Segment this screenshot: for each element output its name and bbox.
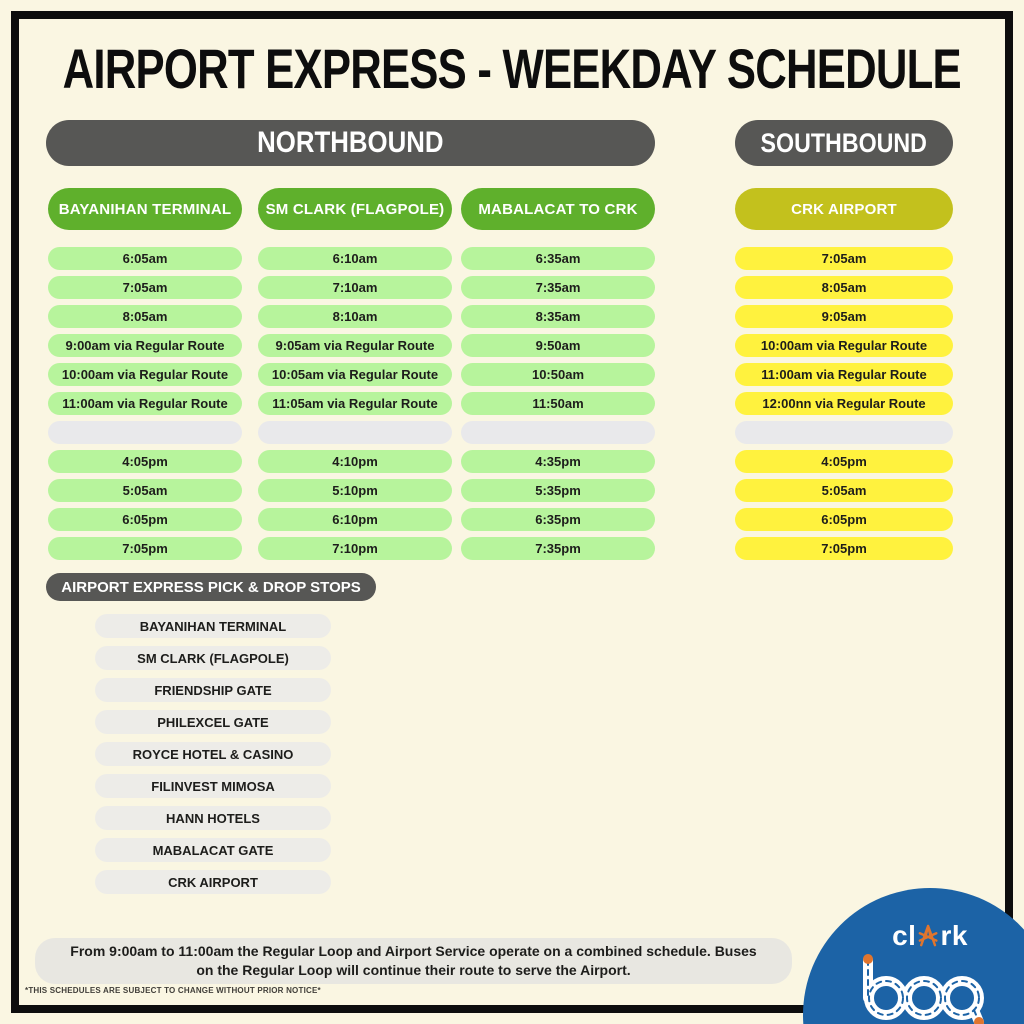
time-pill: 7:10pm (258, 537, 452, 560)
time-pill: 8:05am (48, 305, 242, 328)
column-header-crk-airport: CRK AIRPORT (735, 188, 953, 230)
logo-loop-graphic (863, 954, 984, 1024)
time-pill: 8:05am (735, 276, 953, 299)
time-pill: 7:05pm (48, 537, 242, 560)
time-pill: 5:05am (735, 479, 953, 502)
column-header-mabalacat-to-crk: MABALACAT TO CRK (461, 188, 655, 230)
column-header-label: MABALACAT TO CRK (478, 200, 638, 218)
time-pill: 10:00am via Regular Route (48, 363, 242, 386)
time-pill: 11:05am via Regular Route (258, 392, 452, 415)
stop-pill: PHILEXCEL GATE (95, 710, 331, 734)
time-pill: 8:35am (461, 305, 655, 328)
stop-pill: FILINVEST MIMOSA (95, 774, 331, 798)
column-header-label: CRK AIRPORT (791, 200, 897, 218)
empty-slot-pill (48, 421, 242, 444)
time-pill: 5:35pm (461, 479, 655, 502)
column-header-bayanihan-terminal: BAYANIHAN TERMINAL (48, 188, 242, 230)
stop-pill: MABALACAT GATE (95, 838, 331, 862)
times-column-mabalacat-to-crk: 6:35am 7:35am 8:35am 9:50am 10:50am 11:50am 4:… (461, 247, 655, 560)
route-end-dot (974, 1017, 984, 1024)
time-pill: 10:05am via Regular Route (258, 363, 452, 386)
southbound-label: SOUTHBOUND (760, 127, 928, 158)
empty-slot-pill (735, 421, 953, 444)
times-column-bayanihan-terminal: 6:05am 7:05am 8:05am 9:00am via Regular Rou… (48, 247, 242, 560)
combined-schedule-note: From 9:00am to 11:00am the Regular Loop … (35, 938, 792, 984)
time-pill: 7:10am (258, 276, 452, 299)
column-header-label: BAYANIHAN TERMINAL (58, 200, 232, 218)
time-pill: 7:05am (735, 247, 953, 270)
time-pill: 7:05pm (735, 537, 953, 560)
logo-brand-text: cl rk (892, 922, 968, 950)
time-pill: 10:50am (461, 363, 655, 386)
page-title-text: AIRPORT EXPRESS - WEEKDAY SCHEDULE (62, 36, 962, 100)
northbound-header: NORTHBOUND (46, 120, 655, 166)
southbound-header: SOUTHBOUND (735, 120, 953, 166)
empty-slot-pill (258, 421, 452, 444)
time-pill: 8:10am (258, 305, 452, 328)
column-header-sm-clark: SM CLARK (FLAGPOLE) (258, 188, 452, 230)
empty-slot-pill (461, 421, 655, 444)
stop-pill: SM CLARK (FLAGPOLE) (95, 646, 331, 670)
clark-loop-logo: cl rk (803, 888, 1024, 1024)
time-pill: 11:50am (461, 392, 655, 415)
times-column-crk-airport: 7:05am 8:05am 9:05am 10:00am via Regular Ro… (735, 247, 953, 560)
page-title: AIRPORT EXPRESS - WEEKDAY SCHEDULE (0, 37, 1024, 100)
time-pill: 11:00am via Regular Route (48, 392, 242, 415)
time-pill: 4:05pm (735, 450, 953, 473)
time-pill: 7:05am (48, 276, 242, 299)
time-pill: 10:00am via Regular Route (735, 334, 953, 357)
time-pill: 6:05am (48, 247, 242, 270)
logo-brand-suffix: rk (940, 920, 968, 951)
stop-pill: CRK AIRPORT (95, 870, 331, 894)
time-pill: 7:35pm (461, 537, 655, 560)
time-pill: 9:05am via Regular Route (258, 334, 452, 357)
times-column-sm-clark: 6:10am 7:10am 8:10am 9:05am via Regular Rou… (258, 247, 452, 560)
stops-section-title: AIRPORT EXPRESS PICK & DROP STOPS (61, 578, 361, 596)
time-pill: 9:50am (461, 334, 655, 357)
note-text: From 9:00am to 11:00am the Regular Loop … (70, 943, 757, 978)
time-pill: 9:05am (735, 305, 953, 328)
stops-list: BAYANIHAN TERMINAL SM CLARK (FLAGPOLE) FRI… (95, 614, 331, 894)
route-start-dot (863, 954, 873, 964)
time-pill: 6:05pm (48, 508, 242, 531)
time-pill: 6:35am (461, 247, 655, 270)
time-pill: 6:10pm (258, 508, 452, 531)
time-pill: 11:00am via Regular Route (735, 363, 953, 386)
stop-pill: ROYCE HOTEL & CASINO (95, 742, 331, 766)
time-pill: 4:35pm (461, 450, 655, 473)
northbound-label: NORTHBOUND (257, 126, 444, 159)
star-icon (919, 924, 938, 947)
time-pill: 6:10am (258, 247, 452, 270)
time-pill: 9:00am via Regular Route (48, 334, 242, 357)
disclaimer-text: *THIS SCHEDULES ARE SUBJECT TO CHANGE WI… (25, 986, 321, 995)
stops-section-header: AIRPORT EXPRESS PICK & DROP STOPS (46, 573, 376, 601)
time-pill: 4:05pm (48, 450, 242, 473)
time-pill: 5:10pm (258, 479, 452, 502)
stop-pill: FRIENDSHIP GATE (95, 678, 331, 702)
time-pill: 5:05am (48, 479, 242, 502)
time-pill: 6:05pm (735, 508, 953, 531)
time-pill: 7:35am (461, 276, 655, 299)
stop-pill: HANN HOTELS (95, 806, 331, 830)
time-pill: 12:00nn via Regular Route (735, 392, 953, 415)
time-pill: 4:10pm (258, 450, 452, 473)
stop-pill: BAYANIHAN TERMINAL (95, 614, 331, 638)
column-header-label: SM CLARK (FLAGPOLE) (265, 200, 445, 218)
logo-brand-prefix: cl (892, 920, 917, 951)
time-pill: 6:35pm (461, 508, 655, 531)
